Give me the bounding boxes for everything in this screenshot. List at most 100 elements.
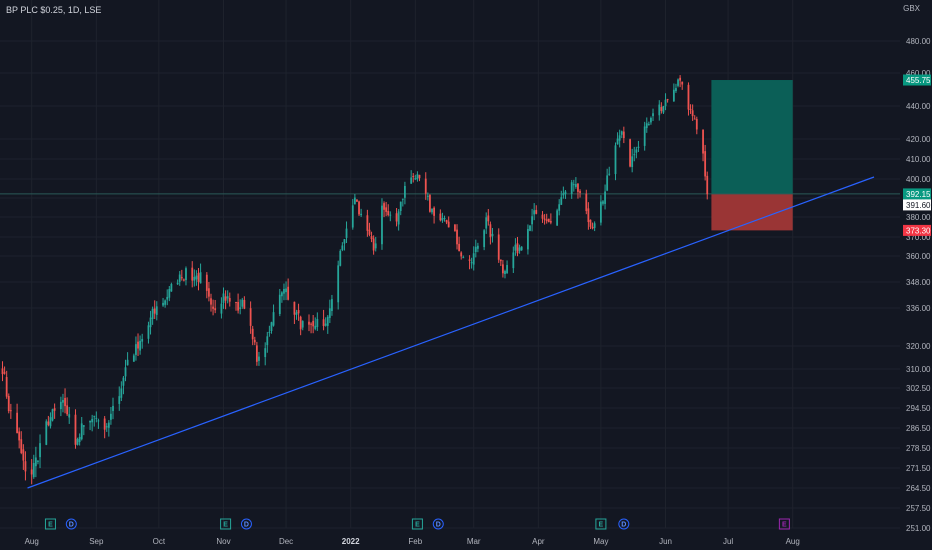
candle-down bbox=[297, 310, 300, 314]
candle-up bbox=[631, 156, 634, 167]
candle-up bbox=[328, 308, 331, 318]
symbol-title[interactable]: BP PLC $0.25, 1D, LSE bbox=[6, 5, 102, 15]
candle-down bbox=[460, 252, 463, 257]
candle-up bbox=[80, 423, 83, 440]
candle-up bbox=[301, 321, 304, 328]
candle-down bbox=[387, 211, 390, 216]
candle-down bbox=[693, 118, 696, 120]
candle-down bbox=[395, 213, 398, 222]
candle-down bbox=[545, 219, 548, 221]
candle-down bbox=[182, 279, 185, 281]
candle-up bbox=[514, 244, 517, 251]
candle-up bbox=[39, 443, 41, 458]
candle-down bbox=[458, 243, 461, 252]
candle-down bbox=[312, 320, 315, 327]
candle-down bbox=[308, 321, 310, 325]
candle-up bbox=[531, 216, 533, 225]
candle-down bbox=[224, 296, 227, 301]
candle-down bbox=[547, 218, 550, 223]
candle-up bbox=[95, 417, 98, 419]
candle-up bbox=[564, 191, 567, 195]
time-tick-label: Aug bbox=[25, 537, 39, 546]
candle-up bbox=[637, 146, 640, 148]
candle-up bbox=[416, 174, 419, 180]
candle-down bbox=[587, 208, 590, 223]
candle-up bbox=[533, 210, 536, 215]
candle-down bbox=[383, 203, 385, 210]
price-tick-label: 264.50 bbox=[906, 484, 931, 493]
candle-down bbox=[358, 201, 360, 215]
candle-up bbox=[506, 265, 508, 274]
candle-up bbox=[410, 177, 413, 184]
candle-down bbox=[1, 368, 4, 375]
candle-down bbox=[180, 277, 183, 279]
long-position-tool[interactable] bbox=[0, 80, 900, 231]
candle-up bbox=[239, 307, 242, 309]
candle-down bbox=[356, 199, 358, 202]
candle-up bbox=[604, 191, 606, 204]
candle-down bbox=[372, 238, 375, 251]
candle-down bbox=[20, 439, 23, 453]
currency-label: GBX bbox=[903, 4, 920, 13]
candle-down bbox=[456, 229, 458, 245]
earnings-icon bbox=[44, 518, 56, 530]
time-tick-label: Feb bbox=[408, 537, 422, 546]
price-labels: 455.75 392.15 391.60 373.30 bbox=[903, 74, 931, 236]
candle-down bbox=[622, 131, 625, 139]
candle-up bbox=[675, 88, 677, 92]
time-tick-label: 2022 bbox=[342, 537, 360, 546]
candle-up bbox=[316, 319, 319, 327]
dividend-marker-text: D bbox=[69, 522, 74, 529]
candle-up bbox=[135, 344, 137, 355]
price-label-text: 455.75 bbox=[906, 76, 931, 85]
candle-down bbox=[585, 193, 588, 212]
candle-up bbox=[110, 413, 112, 420]
candle-up bbox=[645, 123, 648, 129]
candle-down bbox=[30, 469, 33, 475]
time-axis[interactable]: Aug Sep Oct Nov Dec 2022 Feb Mar Apr May Jun Jul Aug bbox=[25, 537, 800, 546]
dividend-marker-text: D bbox=[621, 522, 626, 529]
price-tick-label: 278.50 bbox=[906, 444, 931, 453]
candle-up bbox=[529, 225, 531, 231]
candle-down bbox=[689, 108, 692, 110]
candle-down bbox=[255, 345, 258, 362]
candle-up bbox=[520, 246, 523, 251]
candle-down bbox=[660, 107, 663, 111]
dividend-icon bbox=[65, 518, 77, 530]
time-tick-label: Oct bbox=[153, 537, 166, 546]
trendline[interactable] bbox=[27, 176, 875, 489]
candle-up bbox=[343, 239, 346, 244]
price-axis[interactable]: 480.00460.00440.00420.00410.00400.00390.… bbox=[906, 37, 931, 533]
candle-up bbox=[34, 457, 37, 467]
candle-down bbox=[468, 259, 471, 261]
candle-down bbox=[53, 408, 56, 411]
candle-up bbox=[441, 218, 444, 221]
time-tick-label: Nov bbox=[216, 537, 230, 546]
candle-down bbox=[424, 178, 427, 194]
candle-down bbox=[137, 341, 139, 349]
candle-up bbox=[431, 208, 433, 213]
candle-down bbox=[214, 308, 217, 311]
candle-up bbox=[662, 106, 665, 113]
time-tick-label: May bbox=[593, 537, 608, 546]
candle-up bbox=[399, 201, 402, 211]
candle-down bbox=[7, 395, 10, 412]
candle-up bbox=[404, 185, 406, 198]
time-tick-label: Jul bbox=[723, 537, 733, 546]
candle-down bbox=[18, 431, 21, 441]
candle-up bbox=[351, 205, 354, 228]
candle-up bbox=[339, 250, 342, 266]
candle-up bbox=[389, 214, 392, 216]
price-tick-label: 370.00 bbox=[906, 233, 931, 242]
candle-down bbox=[681, 81, 684, 85]
candle-down bbox=[385, 207, 388, 212]
candle-down bbox=[454, 224, 456, 231]
candle-up bbox=[280, 292, 283, 297]
candle-up bbox=[49, 417, 52, 427]
candle-down bbox=[249, 308, 252, 326]
price-tick-label: 302.50 bbox=[906, 384, 931, 393]
candle-up bbox=[149, 317, 152, 328]
candle-up bbox=[151, 308, 154, 320]
price-label-box bbox=[903, 74, 931, 86]
